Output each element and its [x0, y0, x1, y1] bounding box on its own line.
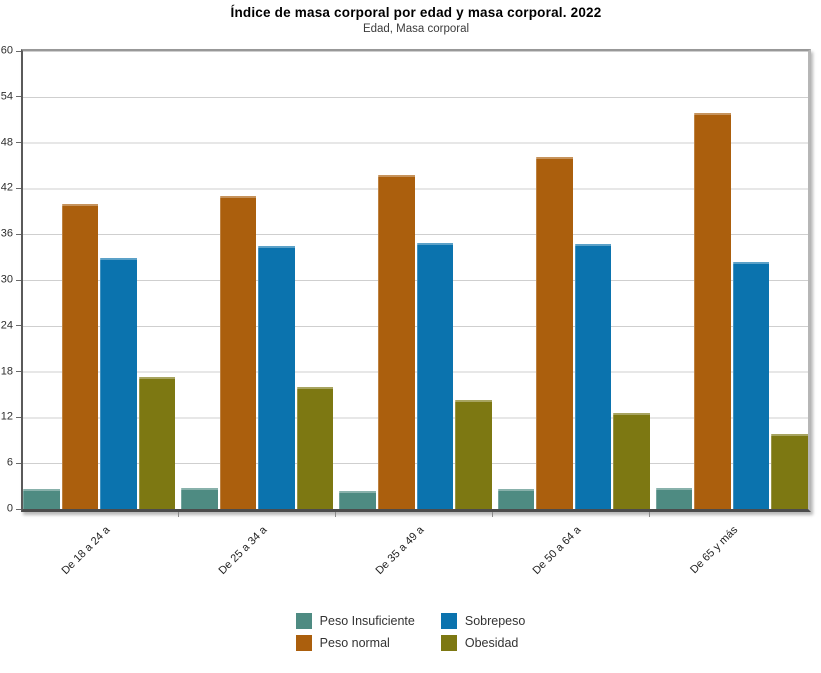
legend-label: Peso Insuficiente	[319, 614, 415, 628]
legend-swatch	[440, 635, 457, 651]
y-tick-label: 54	[0, 90, 13, 103]
bar-group-5	[655, 51, 808, 509]
bar	[655, 487, 693, 509]
y-tick-label: 12	[0, 410, 13, 423]
x-tick	[492, 512, 493, 517]
y-tick-label: 48	[0, 136, 13, 149]
bar-group-2	[181, 51, 334, 509]
x-tick	[178, 512, 179, 517]
bar	[138, 376, 176, 509]
bar	[416, 242, 454, 509]
bar	[771, 434, 808, 509]
chart-subtitle: Edad, Masa corporal	[362, 23, 470, 35]
x-tick	[335, 512, 336, 517]
bar	[574, 244, 612, 509]
bar	[61, 203, 99, 509]
legend-item: Obesidad	[440, 635, 525, 651]
plot-area	[21, 49, 811, 512]
y-tick	[16, 325, 22, 327]
x-tick-label: De 65 y más	[687, 524, 740, 577]
legend-item: Sobrepeso	[440, 613, 526, 629]
y-axis: 0 6 12 18 24 30 36 42 48 54 60	[0, 45, 22, 514]
y-tick	[16, 50, 22, 52]
y-tick-label: 18	[0, 365, 13, 378]
bar	[377, 175, 415, 509]
legend-label: Obesidad	[464, 636, 519, 650]
bar	[613, 412, 650, 509]
y-tick-label: 42	[0, 181, 13, 194]
bar	[181, 487, 218, 509]
y-tick-label: 36	[0, 227, 13, 240]
bar	[497, 489, 535, 509]
bar	[536, 157, 573, 509]
y-tick	[16, 416, 22, 418]
bar	[23, 489, 60, 509]
bar	[694, 112, 731, 509]
x-tick-label: De 25 a 34 a	[215, 524, 269, 578]
y-tick-label: 30	[0, 273, 13, 286]
y-tick	[16, 462, 22, 464]
y-tick	[16, 96, 22, 98]
y-tick-label: 60	[0, 44, 13, 57]
bar-group-1	[23, 51, 176, 509]
y-tick	[16, 187, 22, 189]
legend-swatch	[295, 635, 312, 651]
x-tick-label: De 50 a 64 a	[529, 524, 583, 578]
bar	[219, 196, 257, 509]
y-tick	[16, 233, 22, 235]
legend-label: Sobrepeso	[464, 614, 526, 628]
bar	[296, 386, 334, 509]
y-tick-label: 24	[0, 319, 13, 332]
bar-group-4	[497, 51, 650, 509]
bar	[100, 257, 137, 509]
bar	[258, 246, 295, 509]
bar-group-3	[339, 51, 492, 509]
x-tick-label: De 18 a 24 a	[58, 524, 112, 578]
bar-groups	[23, 51, 808, 509]
y-tick	[16, 142, 22, 144]
x-axis: De 18 a 24 a De 25 a 34 a De 35 a 49 a De 5…	[21, 512, 806, 610]
bar	[455, 399, 492, 509]
bar	[732, 261, 770, 509]
y-tick-label: 6	[6, 456, 13, 469]
legend-swatch	[440, 613, 457, 629]
legend-item: Peso Insuficiente	[295, 613, 415, 629]
y-tick-label: 0	[6, 502, 13, 515]
legend-swatch	[295, 613, 312, 629]
y-tick	[16, 279, 22, 281]
x-tick	[649, 512, 650, 517]
x-tick-label: De 35 a 49 a	[372, 524, 426, 578]
y-tick	[16, 371, 22, 373]
chart-title: Índice de masa corporal por edad y masa …	[230, 5, 602, 20]
y-tick	[16, 508, 22, 510]
bar	[339, 490, 376, 509]
legend-item: Peso normal	[295, 635, 415, 651]
legend: Peso Insuficiente Peso normal Sobrepeso Obe…	[0, 613, 821, 651]
legend-label: Peso normal	[319, 636, 390, 650]
